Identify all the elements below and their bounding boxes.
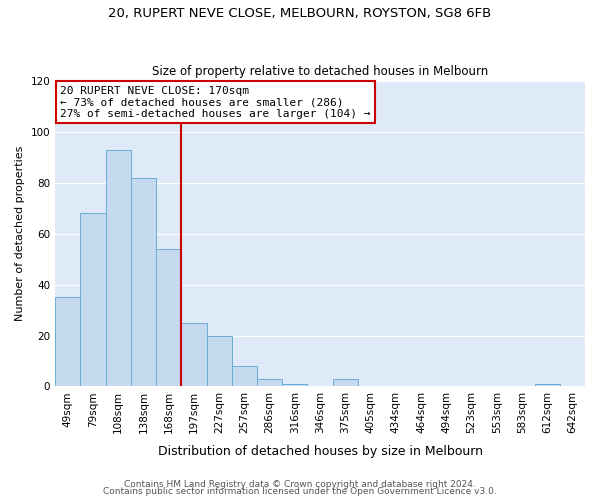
Bar xyxy=(181,323,206,386)
Bar xyxy=(282,384,307,386)
Bar xyxy=(206,336,232,386)
Bar xyxy=(535,384,560,386)
Text: Contains public sector information licensed under the Open Government Licence v3: Contains public sector information licen… xyxy=(103,487,497,496)
Text: 20, RUPERT NEVE CLOSE, MELBOURN, ROYSTON, SG8 6FB: 20, RUPERT NEVE CLOSE, MELBOURN, ROYSTON… xyxy=(109,8,491,20)
Bar xyxy=(131,178,156,386)
Text: 20 RUPERT NEVE CLOSE: 170sqm
← 73% of detached houses are smaller (286)
27% of s: 20 RUPERT NEVE CLOSE: 170sqm ← 73% of de… xyxy=(61,86,371,119)
Bar xyxy=(106,150,131,386)
X-axis label: Distribution of detached houses by size in Melbourn: Distribution of detached houses by size … xyxy=(158,444,482,458)
Title: Size of property relative to detached houses in Melbourn: Size of property relative to detached ho… xyxy=(152,66,488,78)
Bar xyxy=(257,379,282,386)
Bar xyxy=(80,214,106,386)
Bar xyxy=(55,298,80,386)
Bar xyxy=(156,249,181,386)
Bar xyxy=(232,366,257,386)
Y-axis label: Number of detached properties: Number of detached properties xyxy=(15,146,25,322)
Bar xyxy=(332,379,358,386)
Text: Contains HM Land Registry data © Crown copyright and database right 2024.: Contains HM Land Registry data © Crown c… xyxy=(124,480,476,489)
